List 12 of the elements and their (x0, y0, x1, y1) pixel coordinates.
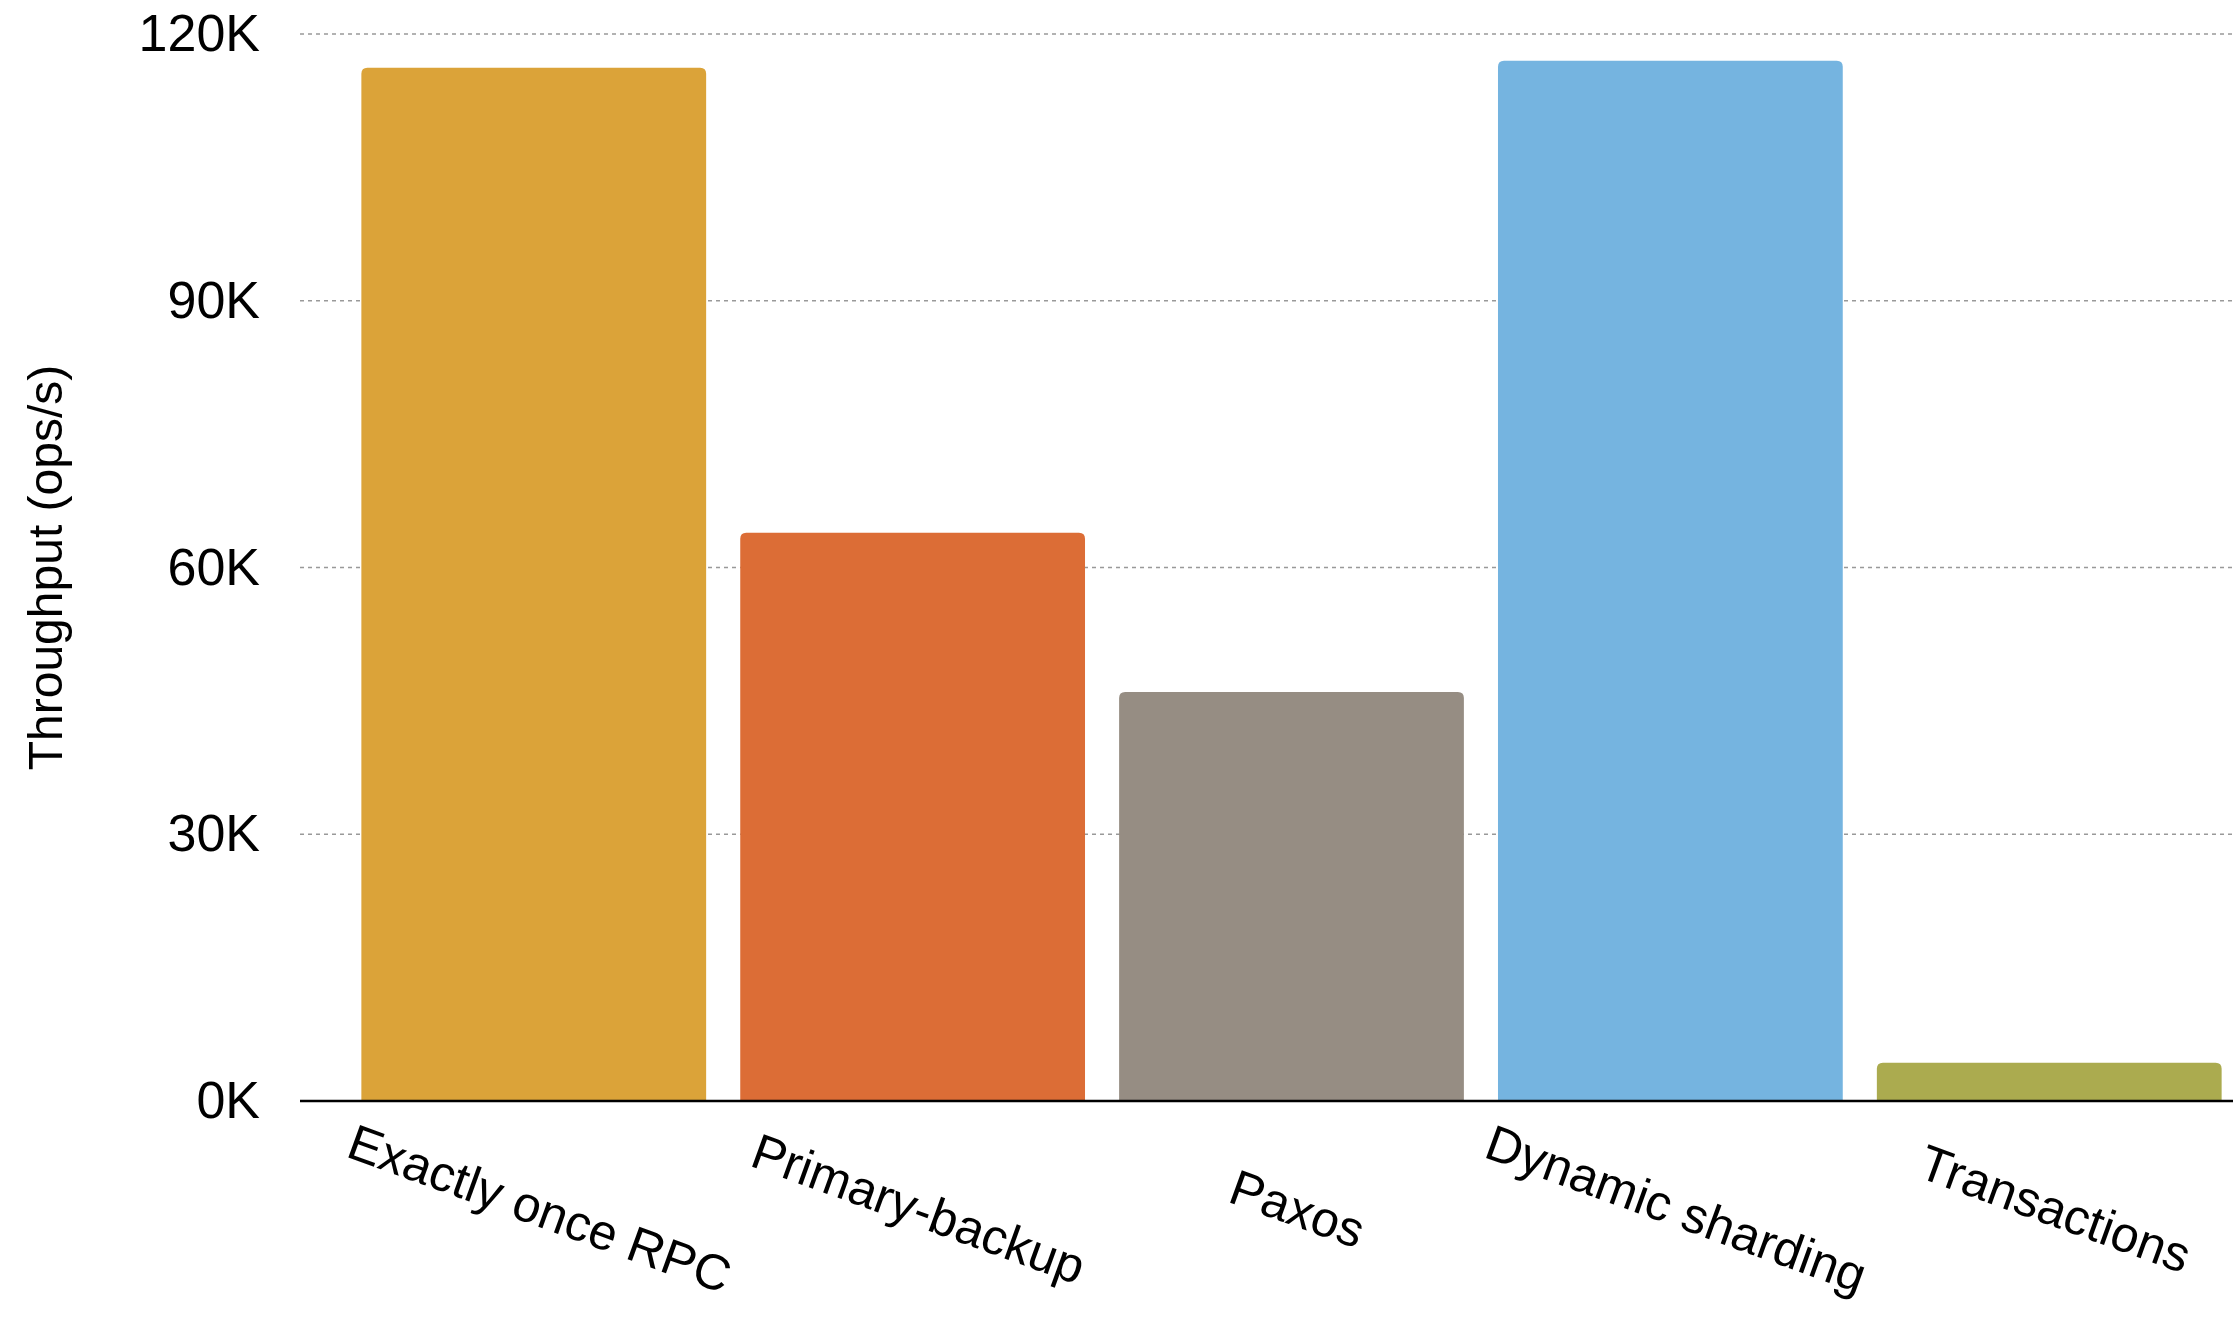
bar (740, 532, 1086, 1101)
bar (361, 67, 707, 1101)
y-tick-label: 120K (138, 4, 261, 63)
y-tick-label: 60K (167, 537, 261, 596)
y-axis-title: Throughput (ops/s) (19, 364, 72, 771)
y-tick-label: 30K (167, 804, 261, 863)
x-tick-label: Paxos (1222, 1158, 1373, 1260)
bar (1119, 691, 1464, 1101)
bar (1497, 60, 1843, 1101)
y-tick-label: 90K (167, 270, 261, 329)
y-tick-label: 0K (196, 1071, 261, 1130)
bar (1876, 1062, 2222, 1101)
